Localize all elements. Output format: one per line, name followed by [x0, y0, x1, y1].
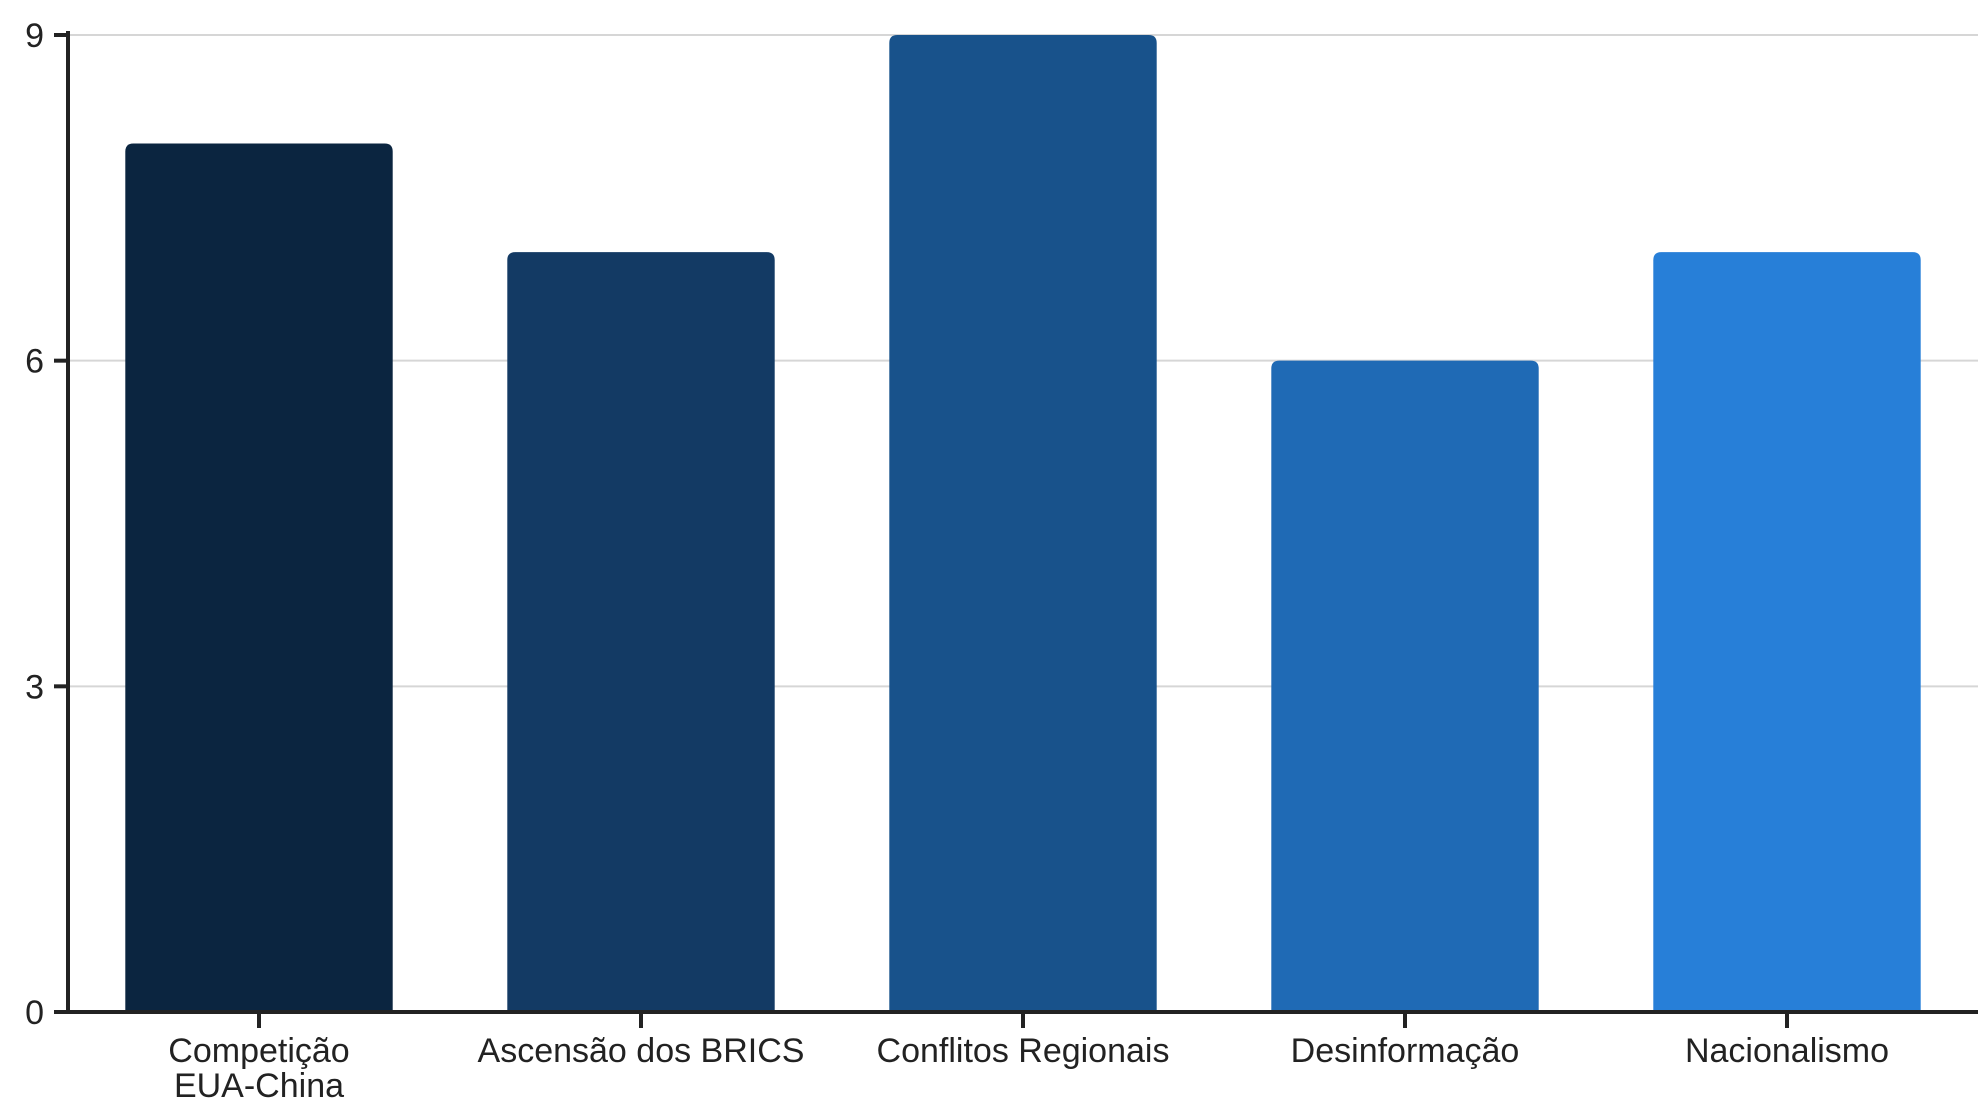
x-tick-label-line: Nacionalismo: [1685, 1032, 1889, 1070]
y-tick-label: 9: [25, 17, 44, 55]
bar-0: [125, 143, 393, 1013]
x-tick-label-line: Desinformação: [1291, 1032, 1520, 1070]
x-tick-label: Ascensão dos BRICS: [478, 1032, 805, 1070]
y-tick-label: 3: [25, 668, 44, 706]
bar-1: [507, 252, 775, 1013]
y-tick-label: 6: [25, 343, 44, 381]
x-tick-label: Desinformação: [1291, 1032, 1520, 1070]
x-tick-label: Nacionalismo: [1685, 1032, 1889, 1070]
axes: [54, 31, 1978, 1028]
x-tick-label-line: EUA-China: [174, 1067, 344, 1100]
x-tick-label: Conflitos Regionais: [877, 1032, 1170, 1070]
x-tick-label: Competição EUA-China: [168, 1032, 349, 1100]
x-tick-label-line: Conflitos Regionais: [877, 1032, 1170, 1070]
x-tick-label-line: Ascensão dos BRICS: [478, 1032, 805, 1070]
tick-labels: 0 3 6 9 Competição EUA-China Ascensão dos BRIC…: [25, 17, 1889, 1105]
bar-2: [889, 35, 1157, 1012]
x-tick-label-line: Competição: [168, 1032, 349, 1070]
bar-3: [1271, 360, 1539, 1013]
bars: [125, 35, 1921, 1013]
bar-4: [1653, 252, 1921, 1013]
y-tick-label: 0: [25, 994, 44, 1032]
